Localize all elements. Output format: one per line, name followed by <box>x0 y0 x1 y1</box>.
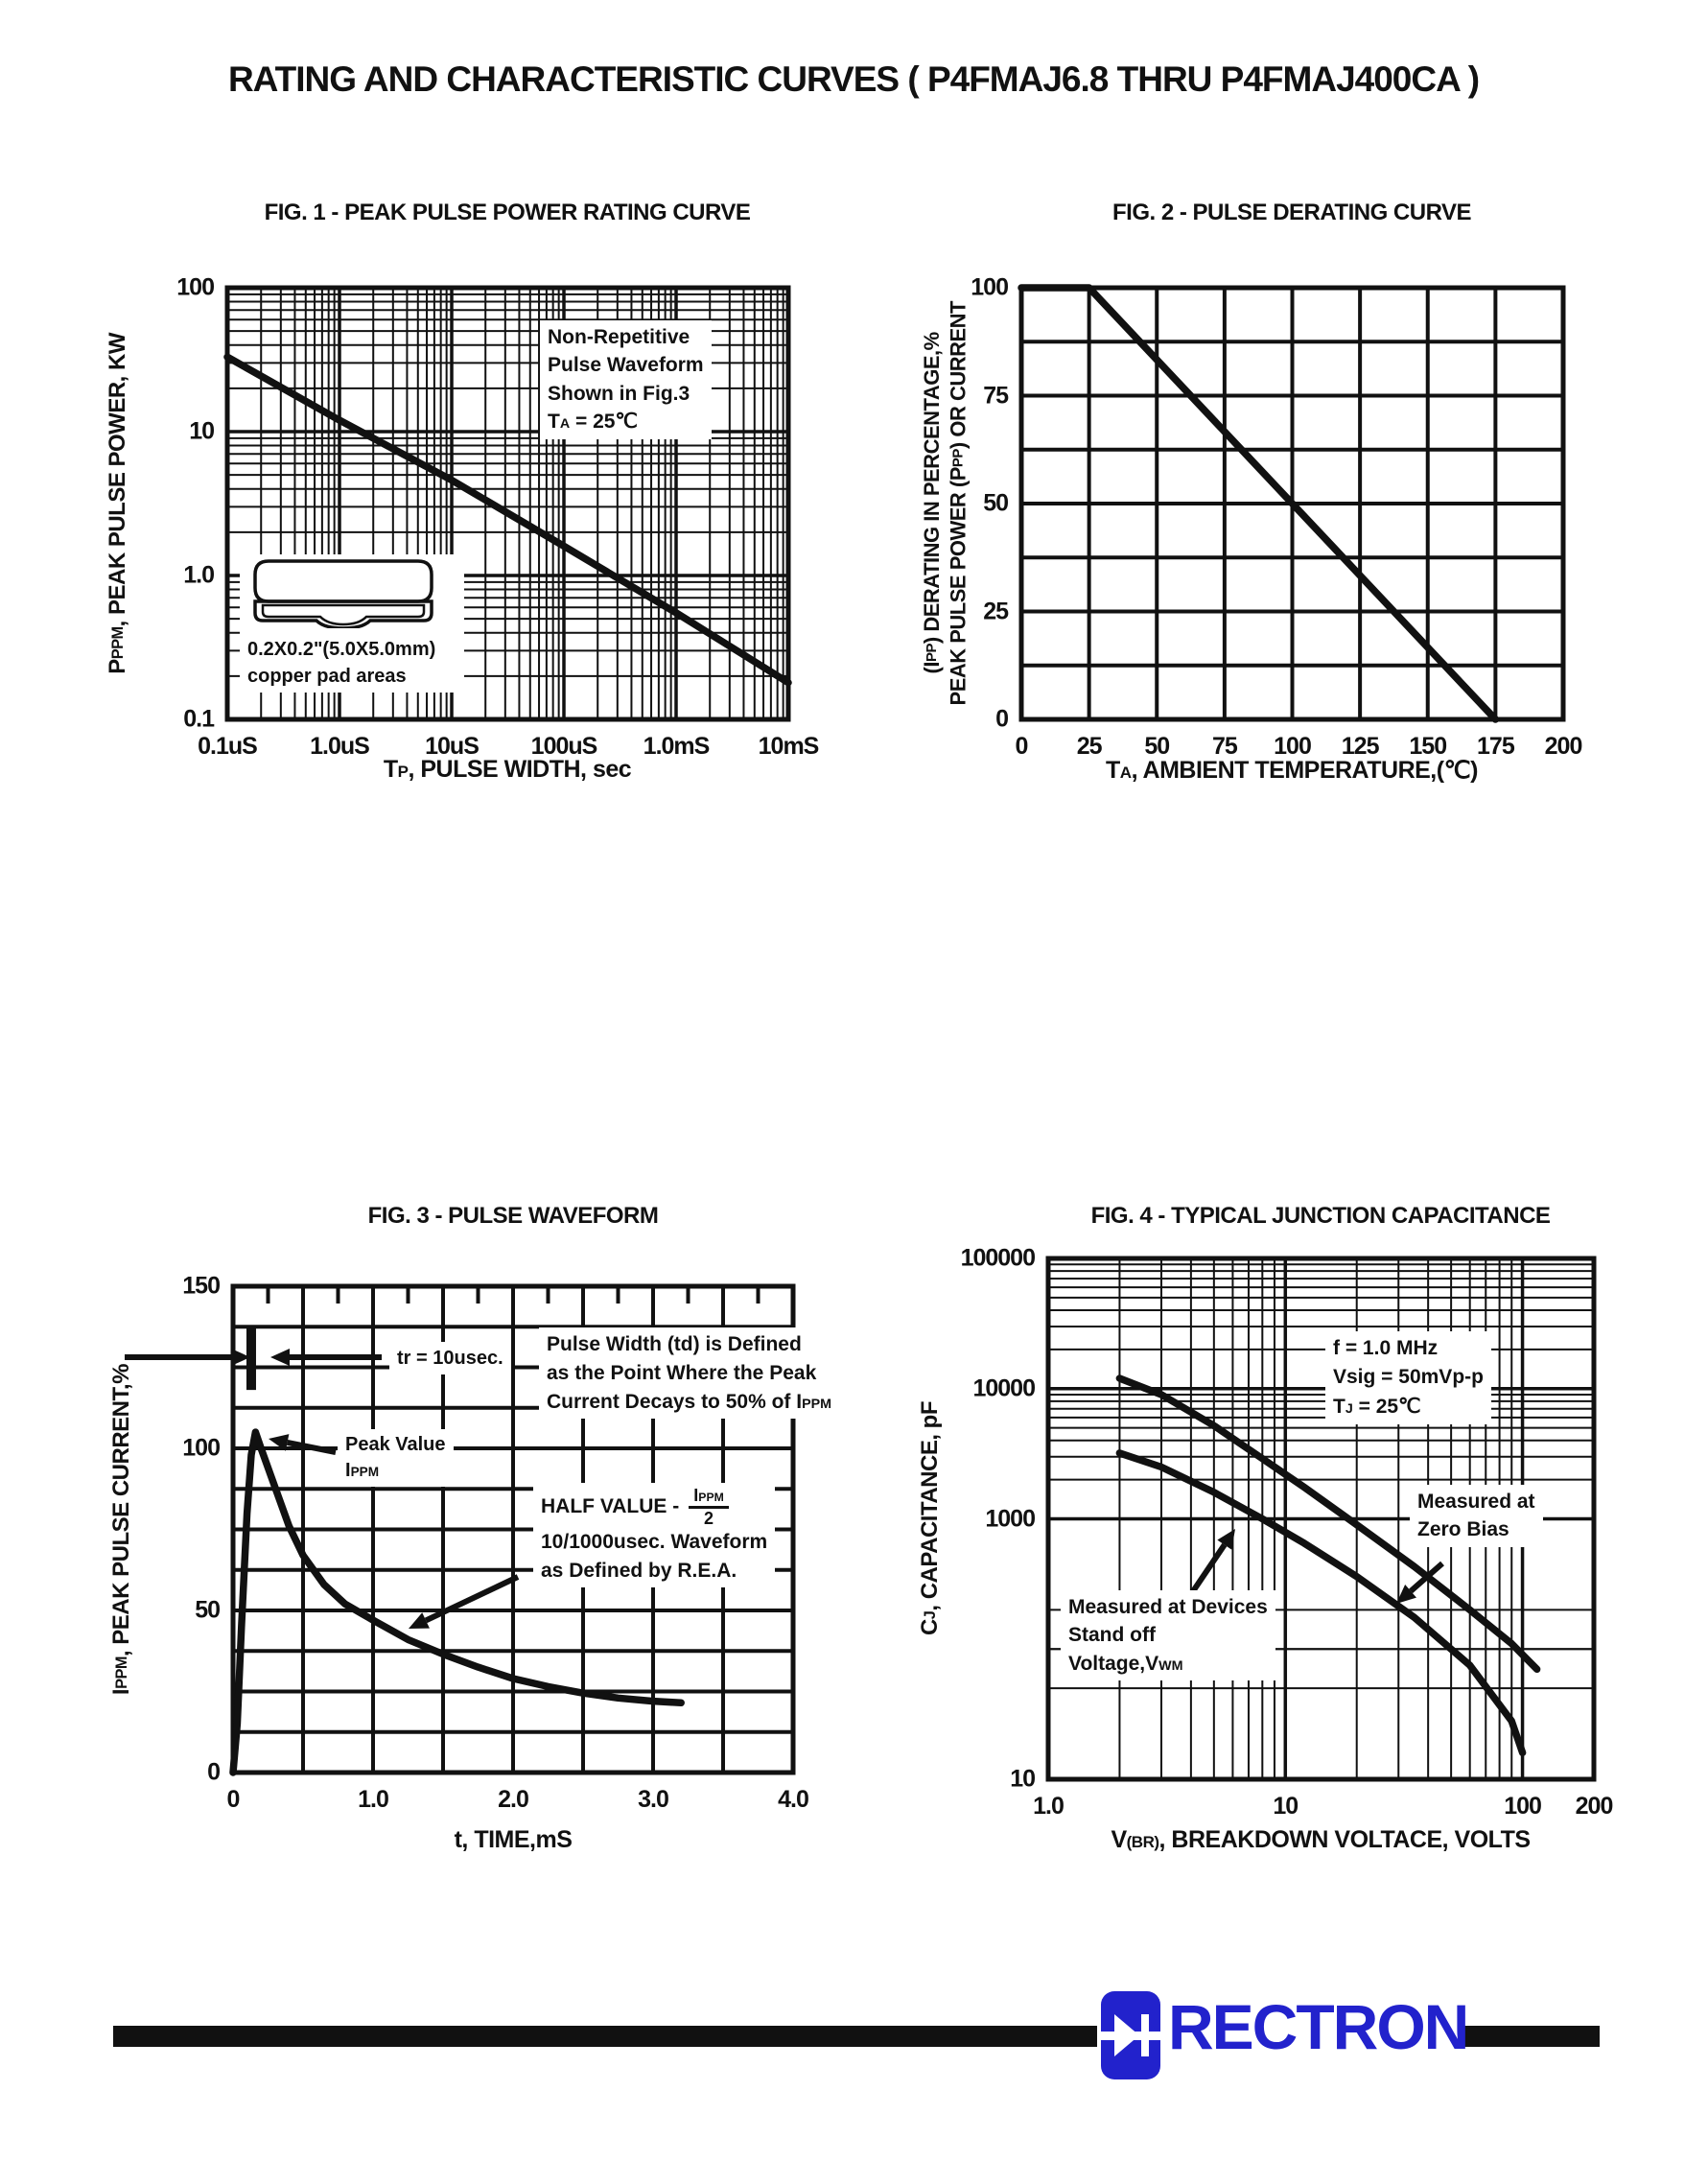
fig4-y-axis-label: CJ, CAPACITANCE, pF <box>917 1401 943 1636</box>
fig2-ytick: 25 <box>983 598 1009 624</box>
fig2-xtick: 50 <box>1144 733 1170 760</box>
fig3-series-pulse-waveform <box>229 1428 685 1776</box>
footer-rule-left <box>113 2026 1097 2047</box>
fig2-xtick: 125 <box>1341 733 1380 760</box>
fig3-ytick: 100 <box>182 1434 221 1462</box>
fig4-zero-bias-label: Measured at Zero Bias <box>1410 1485 1543 1547</box>
rectron-logo-mark <box>1101 1991 1160 2084</box>
fig4-ytick: 10000 <box>972 1374 1036 1402</box>
fig1-ytick: 10 <box>189 417 215 445</box>
fig2-xtick: 175 <box>1477 733 1515 760</box>
fig2-xtick: 0 <box>1015 733 1029 760</box>
fig3-xtick: 3.0 <box>638 1786 669 1813</box>
arrowhead-icon <box>270 1349 290 1366</box>
fig1-xtick: 1.0uS <box>310 733 370 760</box>
arrowhead-icon <box>231 1349 250 1366</box>
page-title: RATING AND CHARACTERISTIC CURVES ( P4FMA… <box>227 59 1480 99</box>
fig4-conditions-note: f = 1.0 MHz Vsig = 50mVp-p TJ = 25℃ <box>1325 1331 1491 1425</box>
fig4-xtick: 100 <box>1504 1793 1542 1820</box>
fig3-tr-label: tr = 10usec. <box>389 1342 511 1374</box>
fig3-half-value-note: HALF VALUE - IPPM 2 10/1000usec. Wavefor… <box>533 1483 776 1588</box>
fig1-conditions-note: Non-Repetitive Pulse Waveform Shown in Fig… <box>540 320 712 439</box>
fig1-ytick: 100 <box>176 273 215 301</box>
diode-icon <box>1101 1991 1160 2079</box>
fig4-ytick: 100000 <box>960 1244 1036 1272</box>
fig1-xtick: 0.1uS <box>198 733 258 760</box>
fig2-x-axis-label: TA, AMBIENT TEMPERATURE,(℃) <box>1106 757 1478 784</box>
fig3-ytick: 150 <box>182 1272 221 1300</box>
fig1-xtick: 10mS <box>758 733 820 760</box>
annotation-arrow <box>1409 1561 1444 1594</box>
fig4-xtick: 200 <box>1575 1793 1614 1820</box>
annotation-arrow <box>424 1574 520 1624</box>
fig4-ytick: 10 <box>1010 1765 1036 1793</box>
fig2-ytick: 50 <box>983 489 1009 517</box>
fig1-series-peak-pulse-power <box>223 353 792 687</box>
arrowhead-icon <box>409 1612 430 1629</box>
fig1-xtick: 1.0mS <box>643 733 711 760</box>
fig2-ytick: 0 <box>995 705 1009 733</box>
annotation-arrow <box>1188 1542 1228 1596</box>
fig4-ytick: 1000 <box>985 1505 1036 1532</box>
fig4-series-measured-at-standoff-voltage <box>1115 1449 1527 1757</box>
plot-border <box>224 285 791 722</box>
fig2-xtick: 150 <box>1409 733 1447 760</box>
arrowhead-icon <box>269 1434 290 1451</box>
fig1-pad-note: 0.2X0.2"(5.0X5.0mm) copper pad areas <box>240 554 464 693</box>
package-drawing-icon <box>253 559 433 630</box>
fig4-xtick: 1.0 <box>1033 1793 1065 1820</box>
fig3-half-value-prefix: HALF VALUE - <box>541 1495 680 1518</box>
fig3-xtick: 2.0 <box>498 1786 529 1813</box>
half-value-fraction: IPPM 2 <box>689 1486 729 1528</box>
fig4-series-measured-at-zero-bias <box>1115 1374 1541 1674</box>
fig4-xtick: 10 <box>1273 1793 1299 1820</box>
fig1-x-axis-label: TP, PULSE WIDTH, sec <box>383 756 632 783</box>
fig2-plot <box>1018 284 1566 723</box>
fig2-title: FIG. 2 - PULSE DERATING CURVE <box>1112 200 1472 225</box>
fig1-pad-note-text: 0.2X0.2"(5.0X5.0mm) copper pad areas <box>247 639 436 687</box>
annotation-arrow <box>287 1439 337 1455</box>
fig3-ytick: 50 <box>195 1596 221 1624</box>
plot-border <box>1045 1256 1597 1782</box>
fig4-title: FIG. 4 - TYPICAL JUNCTION CAPACITANCE <box>1090 1203 1551 1229</box>
fig3-pulse-width-note: Pulse Width (td) is Defined as the Point … <box>539 1327 840 1420</box>
plot-border <box>230 1283 796 1775</box>
fig1-xtick: 100uS <box>530 733 598 760</box>
fig1-xtick: 10uS <box>425 733 480 760</box>
fig2-y-axis-label: (IPP) DERATING IN PERCENTAGE,% PEAK PULSE… <box>919 301 971 706</box>
fig2-series-pulse-derating <box>1018 284 1500 723</box>
rectron-brand-text: RECTRON <box>1168 1991 1469 2062</box>
fig1-y-axis-label: PPPM, PEAK PULSE POWER, KW <box>105 333 130 674</box>
fig3-peak-value-label: Peak Value IPPM <box>338 1429 454 1487</box>
fig2-xtick: 200 <box>1544 733 1583 760</box>
fig1-title: FIG. 1 - PEAK PULSE POWER RATING CURVE <box>264 200 751 225</box>
fig3-xtick: 0 <box>226 1786 241 1813</box>
fig1-ytick: 1.0 <box>183 561 215 589</box>
fig2-xtick: 100 <box>1274 733 1312 760</box>
fig4-standoff-label: Measured at Devices Stand off Voltage,VWM <box>1061 1590 1275 1681</box>
fig2-xtick: 25 <box>1076 733 1103 760</box>
fig3-rea-note: 10/1000usec. Waveform as Defined by R.E.A… <box>541 1531 768 1582</box>
fig1-ytick: 0.1 <box>183 705 215 733</box>
fig3-title: FIG. 3 - PULSE WAVEFORM <box>367 1203 659 1229</box>
fig4-x-axis-label: V(BR), BREAKDOWN VOLTACE, VOLTS <box>1111 1826 1531 1853</box>
fig2-ytick: 75 <box>983 382 1009 409</box>
fig2-ytick: 100 <box>971 273 1009 301</box>
fig2-xtick: 75 <box>1211 733 1238 760</box>
plot-border <box>1018 285 1566 722</box>
arrowhead-icon <box>1396 1585 1416 1604</box>
arrowhead-icon <box>1217 1529 1235 1550</box>
fig3-ytick: 0 <box>207 1758 221 1786</box>
footer-rule-right <box>1462 2026 1600 2047</box>
fig3-xtick: 1.0 <box>358 1786 389 1813</box>
fig3-x-axis-label: t, TIME,mS <box>454 1826 573 1853</box>
fig3-xtick: 4.0 <box>778 1786 809 1813</box>
